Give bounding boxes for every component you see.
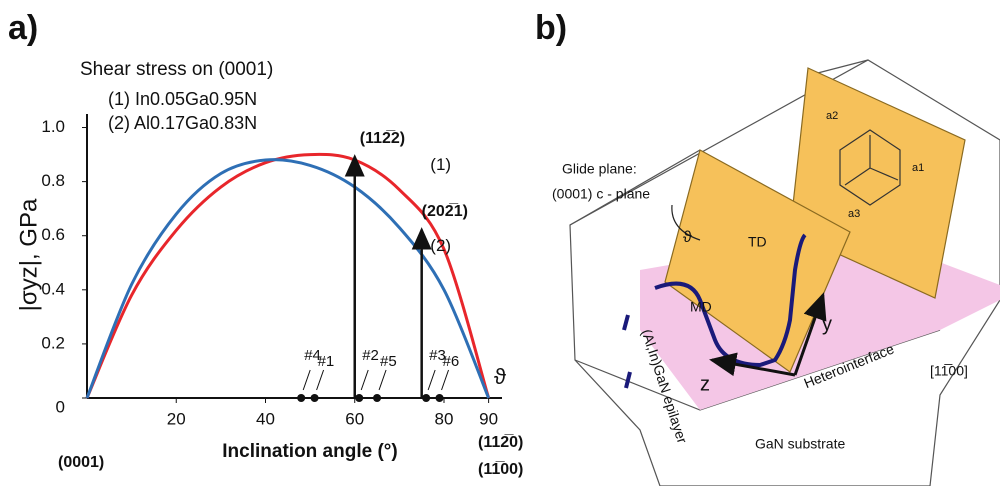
sample-label: #5: [380, 353, 397, 370]
label: a2: [826, 110, 838, 122]
label: Glide plane:: [562, 161, 637, 177]
sample-point: [297, 394, 305, 402]
sample-pointer: [317, 370, 324, 390]
axis-note: (0001): [58, 454, 104, 471]
x-tick-label: 90: [479, 409, 498, 428]
curve-label: (1): [430, 155, 451, 174]
sample-point: [355, 394, 363, 402]
legend-entry: (1) In0.05Ga0.95N: [108, 89, 257, 109]
sample-point: [311, 394, 319, 402]
legend-entry: (2) Al0.17Ga0.83N: [108, 113, 257, 133]
label: TD: [748, 234, 767, 250]
sample-point: [373, 394, 381, 402]
y-tick-label: 0.4: [41, 279, 65, 298]
label: (0001) c - plane: [552, 186, 650, 202]
chart-title: Shear stress on (0001): [80, 59, 273, 80]
sample-pointer: [379, 370, 386, 390]
sample-pointer: [442, 370, 449, 390]
curve-label: (2): [430, 236, 451, 255]
annotation: (202̅1): [422, 202, 468, 220]
label: y: [822, 313, 832, 335]
label: a3: [848, 208, 860, 220]
axis-note: (112̅0): [478, 433, 523, 451]
axis-symbol: ϑ: [494, 364, 506, 389]
figure: a) Shear stress on (0001) Inclination an…: [0, 0, 1000, 486]
y-tick-label: 0: [56, 397, 65, 416]
y-tick-label: 0.8: [41, 171, 65, 190]
sample-pointer: [303, 370, 310, 390]
label: GaN substrate: [755, 436, 845, 452]
x-tick-label: 60: [345, 409, 364, 428]
panel-label: b): [535, 9, 567, 47]
label: [11̅00]: [930, 363, 968, 379]
sample-pointer: [361, 370, 368, 390]
annotation: (112̅2): [360, 129, 405, 147]
x-tick-label: 20: [167, 409, 186, 428]
axis-note: (11̅00): [478, 460, 523, 478]
y-axis-label: |σyz|, GPa: [15, 198, 42, 311]
chart: ϑ 0 0.2 0.4 0.6 0.8 1.0 20 40 60 80 90 (1) In0.05Ga0…: [41, 89, 506, 429]
sample-point: [436, 394, 444, 402]
x-axis-label: Inclination angle (°): [222, 441, 397, 462]
sample-pointer: [428, 370, 435, 390]
x-tick-label: 80: [435, 409, 454, 428]
x-tick-label: 40: [256, 409, 275, 428]
y-tick-label: 0.6: [41, 225, 65, 244]
label: z: [700, 373, 710, 395]
y-tick-label: 0.2: [41, 333, 65, 352]
label: a1: [912, 162, 924, 174]
sample-label: #1: [318, 353, 335, 370]
label: ϑ: [683, 229, 692, 246]
y-tick-label: 1.0: [41, 117, 65, 136]
sample-label: #2: [362, 347, 379, 364]
sample-label: #6: [443, 353, 460, 370]
sample-point: [422, 394, 430, 402]
label: MD: [690, 299, 712, 315]
diagram: [570, 60, 1000, 486]
panel-label: a): [8, 9, 38, 47]
